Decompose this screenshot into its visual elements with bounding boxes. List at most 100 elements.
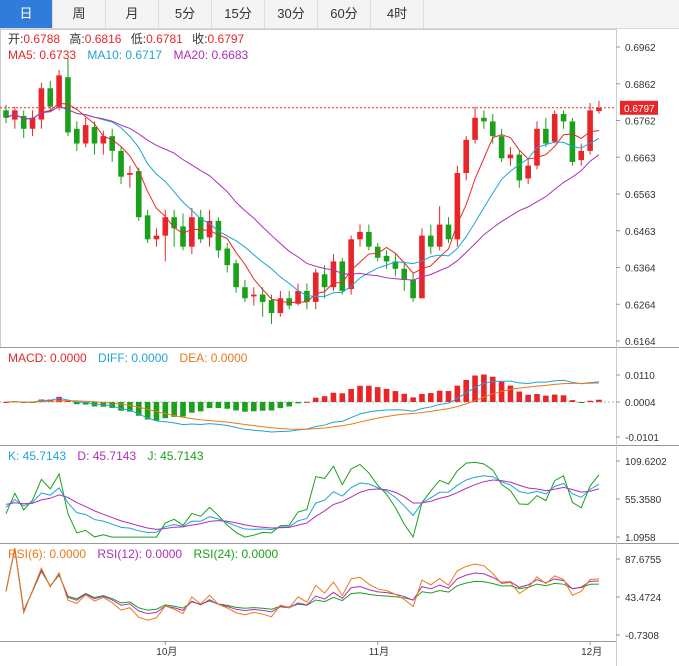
macd-bar (56, 396, 62, 402)
candle-up (295, 290, 301, 304)
candle-down (339, 261, 346, 291)
candle-down (91, 126, 98, 144)
candle-up (525, 165, 531, 179)
rsi-lines (5, 548, 599, 621)
macd-histogram (0, 374, 616, 433)
tab-15min[interactable]: 15分 (212, 0, 265, 28)
macd-bar (197, 402, 204, 412)
macd-bar (312, 397, 319, 402)
macd-bar (534, 394, 540, 402)
macd-bar (525, 394, 531, 402)
macd-bar (560, 395, 567, 402)
tab-30min[interactable]: 30分 (265, 0, 318, 28)
candle-down (383, 255, 390, 262)
candle-up (436, 224, 443, 247)
macd-bar (428, 393, 434, 402)
candle-down (410, 279, 416, 299)
macd-bar (286, 402, 292, 407)
price-chart[interactable]: 开:0.6788 高:0.6816 低:0.6781 收:0.6797 MA5:… (0, 29, 679, 666)
current-price-line: 0.6797 (0, 100, 658, 115)
candle-up (419, 235, 425, 299)
macd-axis: 0.0110 0.0004 -0.0101 (616, 371, 659, 444)
candle-down (259, 294, 266, 302)
candle-down (304, 290, 310, 302)
rsi-tick-label: -0.7308 (625, 631, 659, 642)
candle-up (330, 261, 337, 288)
price-tick-label: 0.6164 (625, 337, 656, 348)
macd-bar (206, 402, 213, 409)
candle-down (224, 248, 231, 266)
rsi-axis: 87.6755 43.4724 -0.7308 (616, 555, 662, 642)
rsi6-line (5, 548, 599, 621)
candle-up (29, 117, 36, 129)
price-tick-label: 0.6463 (625, 227, 656, 238)
tab-day[interactable]: 日 (0, 0, 53, 28)
candle-down (543, 128, 549, 144)
candle-up (162, 217, 169, 236)
candle-down (47, 88, 54, 107)
tab-60min[interactable]: 60分 (318, 0, 371, 28)
candle-down (560, 114, 567, 122)
candle-up (463, 139, 469, 173)
tab-week[interactable]: 周 (53, 0, 106, 28)
candle-up (507, 154, 514, 159)
macd-bar (436, 390, 443, 402)
macd-bar (304, 401, 310, 403)
candle-up (596, 107, 602, 112)
kdj-axis: 109.6202 55.3580 1.0958 (616, 457, 667, 544)
candle-down (374, 246, 381, 258)
macd-bar (507, 385, 514, 402)
macd-tick-label: 0.0110 (625, 371, 655, 382)
macd-bar (144, 402, 151, 420)
macd-bar (472, 375, 478, 402)
candle-down (197, 217, 204, 240)
ohlc-info: 开:0.6788 高:0.6816 低:0.6781 收:0.6797 (8, 31, 245, 46)
candle-down (498, 136, 505, 159)
candle-down (180, 226, 186, 247)
candle-up (454, 173, 461, 240)
candle-up (56, 75, 62, 107)
candle-up (127, 173, 133, 175)
candle-down (144, 215, 151, 240)
j-line (5, 461, 600, 539)
macd-bar (543, 395, 549, 402)
candle-up (277, 298, 284, 313)
candle-down (215, 220, 222, 251)
candle-down (20, 115, 27, 129)
current-price-tag (620, 100, 658, 115)
price-tick-label: 0.6762 (625, 117, 656, 128)
date-tick-label: 10月 (156, 646, 177, 658)
candle-down (74, 128, 80, 144)
candles (3, 58, 602, 325)
macd-bar (419, 393, 425, 402)
kdj-tick-label: 1.0958 (625, 533, 656, 544)
rsi-tick-label: 43.4724 (625, 593, 662, 604)
candle-down (321, 274, 328, 288)
macd-bar (135, 402, 142, 416)
candle-down (401, 268, 408, 280)
candle-down (569, 121, 576, 162)
macd-bar (251, 402, 257, 412)
candle-down (3, 110, 9, 118)
candle-up (38, 88, 45, 120)
macd-bar (74, 402, 80, 405)
price-axis: 0.6962 0.6862 0.6762 0.6663 0.6563 0.6463 0.63… (616, 43, 656, 348)
candle-up (100, 136, 107, 144)
ma20-line (5, 105, 600, 281)
macd-bar (242, 402, 248, 412)
macd-bar (481, 374, 487, 402)
macd-bar (401, 393, 408, 402)
macd-bar (348, 388, 354, 402)
tab-4hour[interactable]: 4时 (371, 0, 424, 28)
candle-up (587, 110, 593, 151)
tab-month[interactable]: 月 (106, 0, 159, 28)
macd-bar (463, 379, 469, 402)
macd-bar (118, 402, 124, 411)
candle-down (392, 261, 399, 269)
macd-bar (295, 402, 301, 404)
timeframe-tabs: 日 周 月 5分 15分 30分 60分 4时 (0, 0, 679, 29)
candle-down (135, 171, 142, 218)
tab-5min[interactable]: 5分 (159, 0, 212, 28)
candle-down (428, 235, 434, 247)
macd-bar (233, 402, 239, 411)
